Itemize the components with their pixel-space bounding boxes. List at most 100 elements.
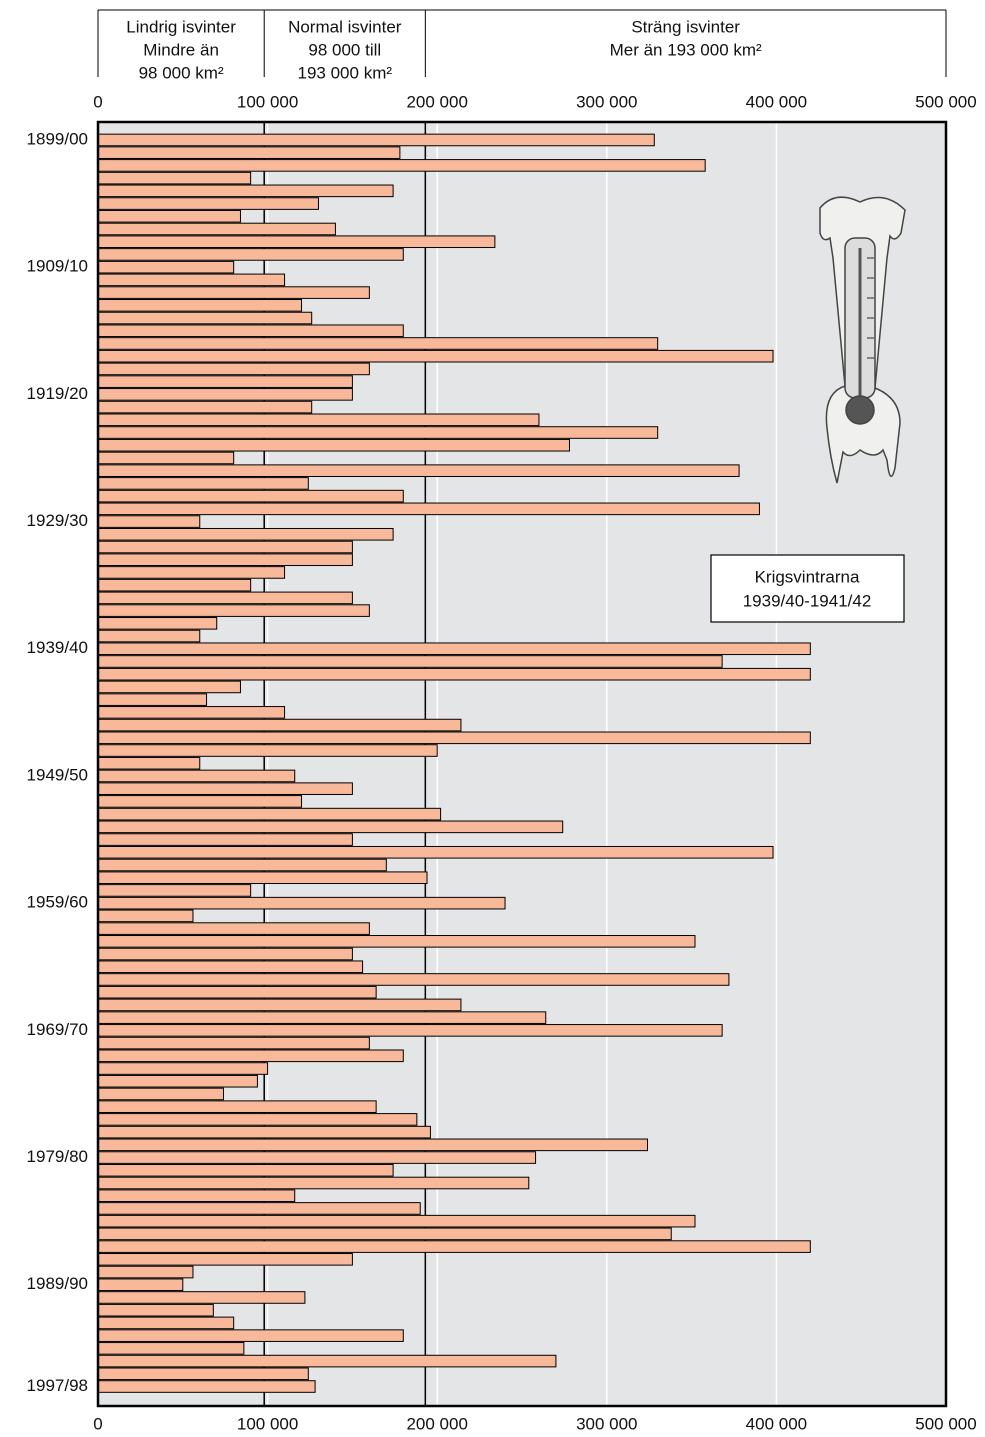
bar (97, 985, 377, 999)
bar (97, 273, 286, 287)
bar (97, 884, 252, 897)
bar (97, 591, 353, 605)
bar (97, 566, 286, 579)
bar (97, 1113, 418, 1126)
zone-label: Mer än 193 000 km² (610, 40, 762, 59)
x-tick-label: 0 (93, 92, 102, 111)
bar (97, 235, 496, 249)
bar (97, 871, 428, 885)
bar (97, 1342, 245, 1355)
bar (97, 375, 353, 388)
bar (97, 922, 370, 935)
bar (97, 655, 723, 668)
zone-label: Lindrig isvinter (126, 17, 236, 36)
bar (97, 553, 353, 567)
bar (97, 769, 296, 783)
bar (97, 527, 394, 541)
bar (97, 159, 706, 172)
bar (97, 260, 235, 274)
bar (97, 222, 336, 236)
bar (97, 1049, 404, 1063)
x-tick-label: 300 000 (576, 1414, 637, 1433)
x-tick-label: 400 000 (746, 1414, 807, 1433)
bar (97, 896, 506, 910)
x-tick-label: 200 000 (406, 92, 467, 111)
bar (97, 680, 241, 694)
bar (97, 248, 404, 261)
zone-label: Mindre än (143, 40, 219, 59)
bar (97, 184, 394, 198)
y-tick-label: 1997/98 (27, 1376, 88, 1395)
bar (97, 1100, 377, 1113)
bar (97, 807, 442, 821)
zone-label: 193 000 km² (298, 63, 393, 82)
bar (97, 540, 353, 554)
bar (97, 133, 655, 147)
bar (97, 731, 811, 745)
bar (97, 1227, 672, 1241)
y-tick-label: 1949/50 (27, 765, 88, 784)
bar (97, 1329, 404, 1342)
y-tick-label: 1989/90 (27, 1274, 88, 1293)
bar (97, 451, 235, 465)
zone-label: Sträng isvinter (631, 17, 740, 36)
bar (97, 1024, 723, 1037)
bar (97, 1291, 306, 1304)
bar (97, 909, 194, 923)
y-tick-label: 1939/40 (27, 638, 88, 657)
bar (97, 744, 438, 757)
x-tick-label: 500 000 (915, 1414, 976, 1433)
x-tick-label: 400 000 (746, 92, 807, 111)
bar (97, 362, 370, 376)
y-tick-label: 1909/10 (27, 257, 88, 276)
bar (97, 935, 696, 948)
bar (97, 1278, 184, 1292)
bar (97, 1253, 353, 1266)
thermometer (819, 196, 906, 484)
bar (97, 706, 286, 719)
bar (97, 1316, 235, 1330)
bar (97, 1380, 316, 1393)
bar (97, 388, 353, 401)
bar (97, 973, 730, 986)
bar (97, 629, 201, 643)
bar (97, 833, 353, 846)
bar (97, 756, 201, 770)
bar (97, 299, 303, 312)
bar (97, 960, 364, 974)
bar (97, 171, 252, 185)
bar (97, 693, 208, 706)
bar (97, 464, 740, 477)
bar (97, 426, 659, 439)
y-tick-label: 1979/80 (27, 1147, 88, 1166)
bar (97, 311, 313, 325)
x-tick-label: 100 000 (237, 92, 298, 111)
bar (97, 1240, 811, 1253)
bar (97, 1189, 296, 1203)
bar (97, 604, 370, 617)
bar (97, 1303, 214, 1317)
zone-label: 98 000 till (308, 40, 381, 59)
bar (97, 1202, 421, 1215)
bar (97, 1011, 547, 1024)
y-tick-label: 1919/20 (27, 384, 88, 403)
bar (97, 947, 353, 961)
bar (97, 795, 303, 808)
zone-label: 98 000 km² (139, 63, 224, 82)
bar (97, 400, 313, 414)
bar (97, 1138, 649, 1152)
bar (97, 146, 401, 159)
bar (97, 718, 462, 732)
bar (97, 1062, 269, 1075)
bar (97, 820, 564, 834)
bar (97, 667, 811, 681)
bar (97, 502, 760, 516)
y-tick-label: 1899/00 (27, 129, 88, 148)
y-tick-label: 1929/30 (27, 511, 88, 530)
bar (97, 578, 252, 592)
bar (97, 1125, 431, 1139)
x-tick-label: 300 000 (576, 92, 637, 111)
bar (97, 1176, 530, 1190)
bar (97, 782, 353, 795)
